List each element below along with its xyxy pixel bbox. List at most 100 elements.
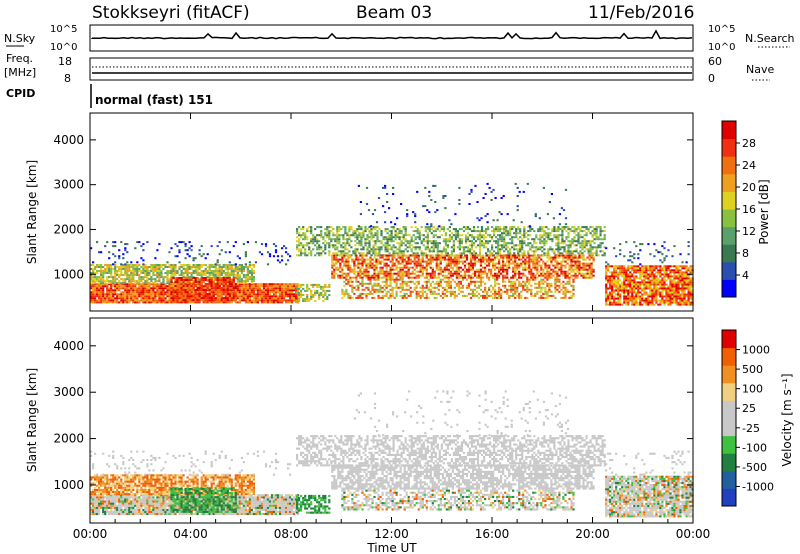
power-cell: [586, 264, 589, 267]
power-cell: [585, 226, 588, 229]
power-cell: [122, 291, 125, 294]
power-cell: [222, 301, 225, 304]
power-cell: [472, 238, 476, 241]
power-cell: [222, 291, 225, 294]
power-cell: [392, 236, 395, 239]
power-cell: [485, 252, 488, 255]
power-cell: [130, 291, 133, 294]
power-cell: [336, 248, 339, 251]
power-cell: [190, 274, 193, 276]
power-cell: [196, 281, 199, 283]
power-cell: [514, 292, 517, 295]
power-cell: [144, 291, 147, 294]
power-cell: [565, 238, 568, 241]
power-cell: [359, 294, 362, 297]
power-cell: [457, 274, 460, 277]
power-cell: [242, 289, 245, 292]
power-cell: [447, 268, 450, 271]
power-cell: [146, 283, 149, 286]
power-cell: [381, 272, 384, 275]
power-cell: [174, 289, 177, 292]
power-cell: [519, 236, 522, 239]
power-cell: [493, 240, 496, 243]
power-cell: [186, 264, 189, 266]
power-cell: [496, 262, 499, 265]
power-cell: [573, 238, 576, 241]
power-cell: [94, 280, 97, 283]
power-cell: [106, 283, 109, 286]
power-cell: [152, 268, 155, 270]
power-cell: [194, 272, 197, 274]
power-cell: [387, 284, 390, 287]
power-cell: [523, 234, 526, 237]
power-cell: [579, 242, 582, 245]
power-cell: [150, 297, 153, 300]
power-cell: [550, 258, 553, 261]
power-cell: [375, 268, 378, 271]
power-cell: [506, 272, 509, 275]
power-cell: [463, 276, 467, 279]
power-cell: [314, 228, 317, 231]
power-cell: [586, 268, 589, 271]
power-cell: [96, 280, 99, 283]
power-cell: [498, 268, 501, 271]
power-cell: [374, 242, 377, 245]
power-cell: [532, 264, 535, 267]
power-cell: [480, 226, 484, 229]
power-cell: [289, 293, 292, 296]
power-cell: [557, 248, 560, 251]
power-cell: [120, 297, 123, 300]
power-cell: [293, 283, 296, 286]
power-cell: [150, 287, 153, 290]
power-cell: [116, 293, 119, 296]
power-cell: [441, 254, 444, 257]
power-cell: [414, 252, 417, 255]
power-cell: [168, 295, 171, 298]
power-cell: [156, 295, 159, 298]
power-cell: [463, 266, 467, 269]
power-cell: [539, 228, 542, 231]
power-cell: [497, 246, 500, 249]
power-cell: [360, 238, 363, 241]
power-cell: [285, 287, 288, 290]
power-cell: [507, 234, 510, 237]
power-cell: [549, 238, 552, 241]
power-cell: [170, 299, 173, 302]
power-cell: [168, 299, 171, 302]
power-cell: [414, 236, 417, 239]
power-cell: [124, 263, 127, 266]
power-cell: [289, 291, 292, 294]
power-cell: [256, 291, 259, 294]
power-cell: [562, 258, 565, 261]
power-cell: [367, 264, 370, 267]
power-cell: [412, 252, 415, 255]
power-cell: [94, 274, 97, 276]
power-cell: [120, 263, 123, 266]
power-cell: [224, 297, 227, 300]
power-cell: [369, 264, 372, 267]
power-cell: [508, 280, 511, 283]
power-cell: [300, 236, 303, 239]
power-cell: [94, 287, 97, 290]
power-cell: [224, 299, 227, 302]
power-cell: [381, 294, 384, 297]
power-cell: [458, 238, 461, 241]
power-cell: [575, 240, 578, 243]
power-cell: [491, 252, 494, 255]
power-cell: [302, 234, 305, 237]
power-cell: [146, 295, 149, 298]
power-cell: [368, 226, 371, 229]
power-cell: [118, 283, 121, 286]
power-cell: [343, 290, 346, 293]
power-cell: [200, 287, 203, 289]
power-cell: [112, 285, 115, 288]
power-cell: [391, 294, 394, 297]
power-cell: [230, 297, 233, 300]
power-cell: [347, 266, 350, 269]
power-cell: [421, 260, 424, 263]
power-cell: [156, 268, 159, 270]
power-cell: [377, 296, 380, 299]
power-cell: [503, 230, 506, 233]
power-cell: [417, 264, 420, 267]
power-cell: [459, 254, 462, 257]
